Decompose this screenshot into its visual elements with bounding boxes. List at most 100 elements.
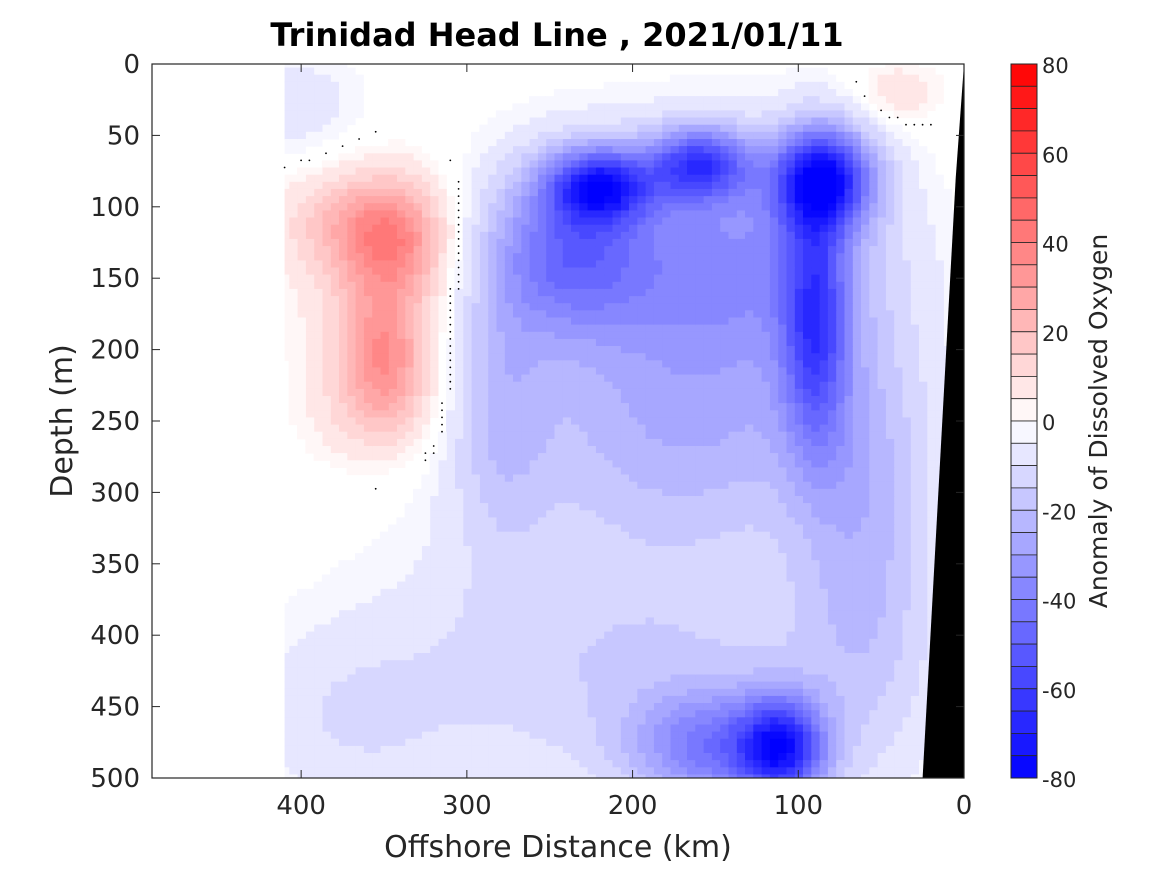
field-cell [810, 360, 820, 368]
field-cell [570, 488, 580, 497]
field-cell [628, 738, 638, 747]
field-cell [785, 767, 795, 775]
field-cell [661, 595, 671, 604]
field-cell [752, 89, 762, 97]
field-cell [926, 538, 936, 547]
field-cell [537, 260, 547, 269]
field-cell [628, 710, 638, 718]
field-cell [553, 496, 563, 504]
field-cell [636, 488, 646, 497]
field-cell [910, 296, 919, 304]
field-cell [794, 224, 803, 233]
field-cell [852, 417, 861, 426]
field-cell [819, 103, 828, 111]
field-cell [810, 74, 820, 83]
field-cell [570, 89, 580, 97]
field-cell [877, 610, 886, 618]
field-cell [636, 424, 646, 433]
field-cell [901, 474, 911, 483]
field-cell [785, 653, 795, 661]
field-cell [918, 560, 928, 568]
field-cell [761, 188, 770, 197]
field-cell [769, 317, 779, 326]
field-cell [669, 324, 679, 333]
field-cell [810, 146, 820, 154]
field-cell [553, 288, 563, 297]
field-cell [877, 288, 886, 297]
field-cell [785, 217, 795, 226]
field-cell [645, 310, 654, 318]
field-cell [877, 531, 886, 540]
field-cell [877, 695, 886, 704]
field-cell [935, 317, 944, 326]
field-cell [744, 753, 754, 761]
field-cell [620, 238, 629, 247]
field-cell [570, 131, 580, 140]
field-cell [636, 617, 646, 626]
field-cell [860, 753, 870, 761]
field-cell [752, 274, 762, 283]
field-cell [562, 631, 571, 640]
field-cell [761, 303, 770, 311]
field-cell [686, 745, 696, 754]
field-cell [645, 438, 654, 447]
field-cell [794, 196, 803, 204]
field-cell [802, 574, 812, 583]
field-cell [794, 167, 803, 176]
field-cell [843, 310, 853, 318]
field-cell [752, 660, 762, 668]
field-cell [835, 310, 845, 318]
field-cell [852, 181, 861, 190]
field-cell [785, 481, 795, 490]
field-cell [703, 360, 712, 368]
field-cell [901, 388, 911, 397]
field-cell [653, 160, 663, 169]
field-cell [910, 231, 919, 240]
field-cell [711, 110, 721, 119]
field-cell [727, 738, 737, 747]
field-cell [877, 560, 886, 568]
field-cell [794, 353, 803, 361]
field-cell [885, 753, 895, 761]
field-cell [918, 695, 928, 704]
field-cell [736, 738, 745, 747]
field-cell [777, 174, 787, 183]
field-cell [769, 196, 779, 204]
field-cell [785, 496, 795, 504]
field-cell [562, 110, 571, 119]
field-cell [678, 467, 687, 476]
field-cell [910, 567, 919, 576]
field-cell [835, 360, 845, 368]
field-cell [827, 603, 837, 611]
field-cell [711, 481, 721, 490]
field-cell [785, 403, 795, 411]
field-cell [661, 260, 671, 269]
field-cell [727, 731, 737, 740]
field-cell [711, 288, 721, 297]
field-cell [595, 431, 605, 440]
field-cell [553, 760, 563, 768]
field-cell [620, 103, 629, 111]
field-cell [744, 453, 754, 461]
field-cell [553, 367, 563, 376]
field-cell [885, 89, 895, 97]
field-cell [901, 446, 911, 454]
field-cell [727, 296, 737, 304]
field-cell [860, 167, 870, 176]
field-cell [694, 760, 704, 768]
field-cell [819, 117, 828, 126]
field-cell [562, 403, 571, 411]
field-cell [678, 253, 687, 261]
field-cell [802, 410, 812, 418]
field-cell [802, 117, 812, 126]
field-cell [885, 567, 895, 576]
field-cell [827, 388, 837, 397]
field-cell [595, 567, 605, 576]
field-cell [761, 446, 770, 454]
field-cell [752, 674, 762, 683]
field-cell [611, 481, 621, 490]
field-cell [719, 624, 729, 633]
field-cell [719, 238, 729, 247]
field-cell [553, 424, 563, 433]
field-cell [835, 89, 845, 97]
